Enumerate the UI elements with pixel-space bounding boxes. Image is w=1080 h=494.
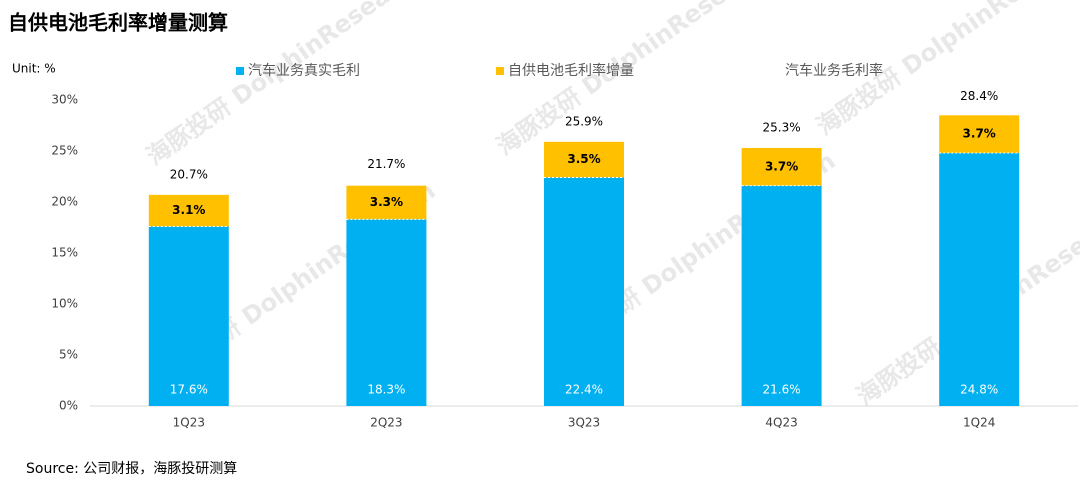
bar-segment bbox=[939, 153, 1020, 406]
data-label: 21.6% bbox=[763, 383, 801, 397]
y-tick-label: 30% bbox=[51, 93, 78, 107]
bar-segment bbox=[544, 141, 624, 178]
bar-segment bbox=[346, 219, 427, 406]
bar-segment bbox=[148, 226, 229, 406]
bar-segment bbox=[741, 147, 822, 186]
y-tick-label: 5% bbox=[59, 348, 78, 362]
data-label: 24.8% bbox=[960, 383, 998, 397]
total-label: 28.4% bbox=[960, 89, 998, 103]
legend-label: 汽车业务真实毛利 bbox=[248, 62, 360, 79]
legend-label: 汽车业务毛利率 bbox=[785, 62, 883, 79]
data-label: 3.7% bbox=[963, 127, 996, 141]
total-label: 21.7% bbox=[367, 157, 405, 171]
legend-label: 自供电池毛利率增量 bbox=[508, 62, 634, 79]
y-tick-label: 20% bbox=[51, 195, 78, 209]
data-label: 3.3% bbox=[370, 195, 403, 209]
source-note: Source: 公司财报，海豚投研测算 bbox=[26, 461, 237, 477]
data-label: 3.5% bbox=[567, 152, 600, 166]
x-tick-label: 1Q23 bbox=[173, 416, 205, 430]
data-label: 17.6% bbox=[170, 383, 208, 397]
unit-label: Unit: % bbox=[12, 62, 56, 76]
x-tick-label: 3Q23 bbox=[568, 416, 600, 430]
total-label: 20.7% bbox=[170, 167, 208, 181]
x-tick-label: 4Q23 bbox=[765, 416, 797, 430]
bar-segment bbox=[939, 115, 1020, 154]
bar-segment bbox=[741, 185, 822, 406]
data-label: 18.3% bbox=[367, 383, 405, 397]
bar-segment bbox=[346, 185, 427, 220]
data-label: 3.1% bbox=[172, 203, 205, 217]
y-tick-label: 0% bbox=[59, 399, 78, 413]
y-tick-label: 15% bbox=[51, 246, 78, 260]
y-tick-label: 25% bbox=[51, 144, 78, 158]
bar-segment bbox=[544, 177, 624, 406]
watermark: 海豚投研 DolphinResearch bbox=[491, 0, 780, 161]
y-tick-label: 10% bbox=[51, 297, 78, 311]
bar-segment bbox=[148, 194, 229, 227]
data-label: 3.7% bbox=[765, 159, 798, 173]
data-label: 22.4% bbox=[565, 383, 603, 397]
x-tick-label: 1Q24 bbox=[963, 416, 995, 430]
total-label: 25.9% bbox=[565, 114, 603, 128]
legend-marker bbox=[496, 67, 504, 75]
total-label: 25.3% bbox=[763, 120, 801, 134]
legend-marker bbox=[236, 67, 244, 75]
chart-title: 自供电池毛利率增量测算 bbox=[8, 11, 228, 35]
x-tick-label: 2Q23 bbox=[370, 416, 402, 430]
